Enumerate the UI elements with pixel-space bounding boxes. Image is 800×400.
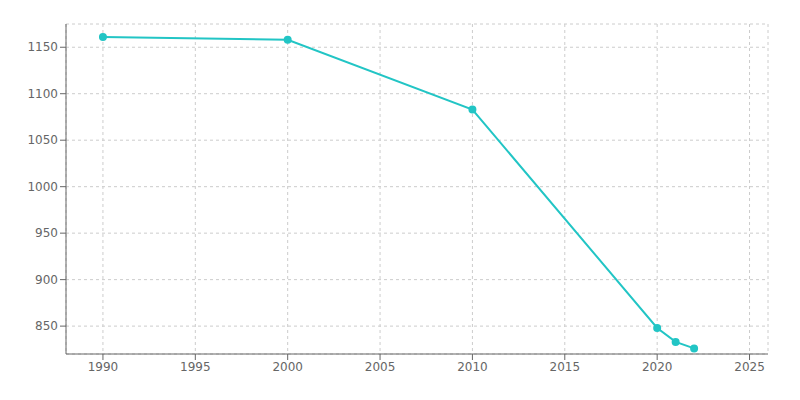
svg-text:850: 850 <box>35 319 58 333</box>
svg-text:1990: 1990 <box>88 360 119 374</box>
svg-text:2025: 2025 <box>734 360 765 374</box>
svg-text:1100: 1100 <box>27 87 58 101</box>
svg-text:2020: 2020 <box>642 360 673 374</box>
svg-text:1050: 1050 <box>27 133 58 147</box>
svg-text:2010: 2010 <box>457 360 488 374</box>
svg-text:950: 950 <box>35 226 58 240</box>
svg-text:2005: 2005 <box>365 360 396 374</box>
svg-text:1000: 1000 <box>27 180 58 194</box>
svg-text:1995: 1995 <box>180 360 211 374</box>
svg-text:900: 900 <box>35 273 58 287</box>
svg-text:1150: 1150 <box>27 40 58 54</box>
svg-text:2000: 2000 <box>272 360 303 374</box>
svg-text:2015: 2015 <box>550 360 581 374</box>
